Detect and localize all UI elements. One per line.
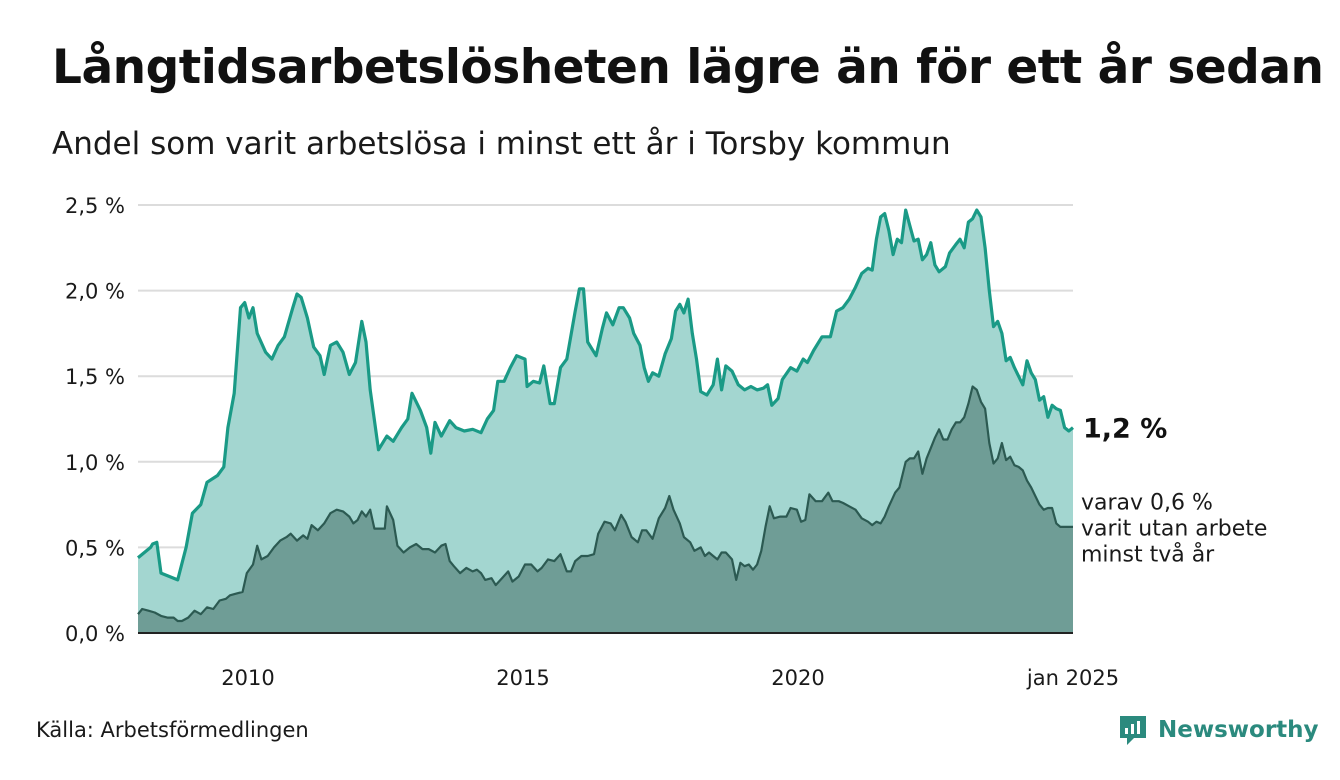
y-tick-label: 0,0 % xyxy=(65,622,125,646)
end-value-label: 1,2 % xyxy=(1083,414,1167,445)
brand-logo[interactable]: Newsworthy xyxy=(1118,714,1319,746)
series-line-minst-ett-ar xyxy=(136,208,1075,582)
y-tick-label: 1,0 % xyxy=(65,451,125,475)
chart-labels: 0,0 % 0,5 % 1,0 % 1,5 % 2,0 % 2,5 % 2010 2015 20… xyxy=(65,194,1267,690)
series-annotation-line: varit utan arbete xyxy=(1081,517,1267,542)
y-tick-label: 2,5 % xyxy=(65,194,125,218)
chart-title: Långtidsarbetslösheten lägre än för ett … xyxy=(52,40,1324,95)
series-line-minst-tva-ar xyxy=(137,385,1073,623)
x-tick-label: 2015 xyxy=(496,666,549,690)
chart-areas xyxy=(136,208,1075,633)
x-tick-label: jan 2025 xyxy=(1026,666,1119,690)
y-tick-label: 1,5 % xyxy=(65,365,125,389)
y-tick-label: 0,5 % xyxy=(65,536,125,560)
y-tick-label: 2,0 % xyxy=(65,280,125,304)
series-annotation-line: varav 0,6 % xyxy=(1081,491,1213,516)
x-tick-label: 2020 xyxy=(771,666,824,690)
x-tick-label: 2010 xyxy=(221,666,274,690)
series-area-minst-tva-ar xyxy=(138,386,1073,633)
chart-subtitle: Andel som varit arbetslösa i minst ett å… xyxy=(52,126,951,162)
brand-name: Newsworthy xyxy=(1158,717,1319,743)
series-annotation-line: minst två år xyxy=(1081,542,1215,568)
source-note: Källa: Arbetsförmedlingen xyxy=(36,718,309,742)
newsworthy-logo-icon xyxy=(1120,716,1146,745)
